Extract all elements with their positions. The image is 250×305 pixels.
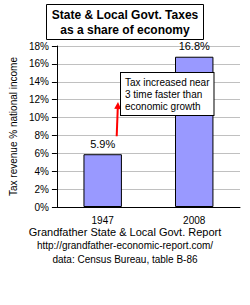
- svg-text:Tax revenue % national income: Tax revenue % national income: [8, 57, 19, 196]
- svg-text:18%: 18%: [29, 41, 49, 52]
- svg-text:14%: 14%: [29, 76, 49, 87]
- svg-text:data: Census Bureau, table B-8: data: Census Bureau, table B-86: [52, 254, 198, 265]
- svg-text:2%: 2%: [34, 184, 49, 195]
- svg-text:Grandfather State & Local Govt: Grandfather State & Local Govt. Report: [29, 226, 222, 238]
- svg-text:0%: 0%: [34, 202, 49, 213]
- svg-text:8%: 8%: [34, 130, 49, 141]
- svg-text:3 time faster than: 3 time faster than: [125, 89, 202, 100]
- svg-text:16.8%: 16.8%: [179, 40, 210, 52]
- svg-text:Tax increased near: Tax increased near: [125, 77, 210, 88]
- svg-text:as a share of economy: as a share of economy: [60, 23, 190, 37]
- svg-text:5.9%: 5.9%: [90, 138, 115, 150]
- svg-text:2008: 2008: [183, 215, 206, 226]
- svg-text:State & Local Govt. Taxes: State & Local Govt. Taxes: [52, 8, 199, 22]
- svg-text:1947: 1947: [92, 215, 115, 226]
- svg-text:16%: 16%: [29, 58, 49, 69]
- svg-text:economic growth: economic growth: [125, 101, 201, 112]
- svg-text:6%: 6%: [34, 148, 49, 159]
- svg-text:12%: 12%: [29, 94, 49, 105]
- svg-text:http://grandfather-economic-re: http://grandfather-economic-report.com/: [37, 240, 213, 251]
- svg-text:4%: 4%: [34, 166, 49, 177]
- svg-text:10%: 10%: [29, 112, 49, 123]
